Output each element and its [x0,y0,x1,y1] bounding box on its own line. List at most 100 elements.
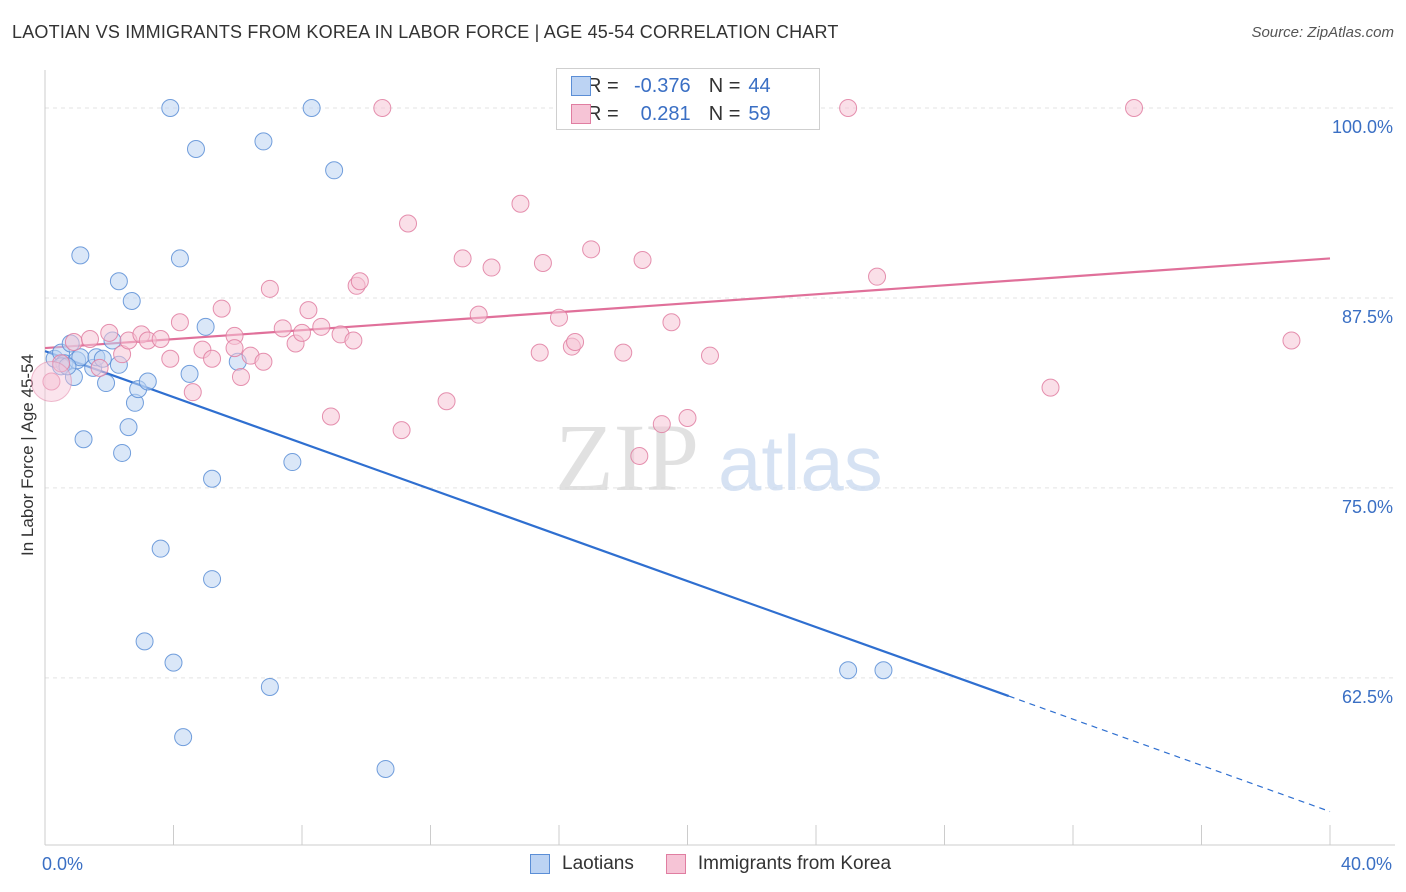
point-series1-3[interactable] [80,329,99,348]
legend-r-label: R = [587,74,619,97]
point-series1-10[interactable] [151,329,170,348]
point-series0-28[interactable] [71,246,90,265]
point-series1-46[interactable] [614,343,633,362]
point-series1-2[interactable] [64,333,83,352]
point-series1-56[interactable] [1125,98,1144,117]
point-series1-39[interactable] [511,194,530,213]
point-series1-4[interactable] [90,358,109,377]
point-series1-42[interactable] [550,308,568,327]
point-series1-33[interactable] [392,421,411,440]
point-series0-39[interactable] [113,443,132,462]
point-series0-34[interactable] [260,677,279,696]
point-series1-22[interactable] [273,319,292,338]
point-series1-36[interactable] [453,249,472,268]
y-tick-label-3: 62.5% [1342,687,1393,707]
point-series1-11[interactable] [161,349,180,368]
legend-item-laotians[interactable]: Laotians [530,853,634,875]
point-series1-37[interactable] [469,305,488,324]
legend-swatch-korea [665,854,686,874]
trend-line-series-0 [44,350,1010,698]
legend-swatch-laotians [571,76,591,96]
legend-row-korea: R = 0.281 N = 59 [571,101,771,127]
point-series1-0[interactable] [42,372,61,391]
y-tick-label-0: 100.0% [1332,117,1393,137]
point-series0-41[interactable] [839,661,858,680]
point-series1-51[interactable] [678,408,697,427]
point-series1-27[interactable] [321,407,340,426]
point-series1-54[interactable] [868,267,887,286]
legend-n-label: N = [708,74,741,97]
point-series0-30[interactable] [135,632,154,651]
point-series0-29[interactable] [109,272,128,291]
point-series0-35[interactable] [283,453,302,472]
tick-labels: 100.0% 87.5% 75.0% 62.5% 0.0% 40.0% [42,117,1393,874]
point-series0-25[interactable] [186,140,205,159]
point-series0-27[interactable] [203,469,222,488]
point-series0-33[interactable] [254,132,273,151]
point-series1-31[interactable] [350,272,369,291]
legend-swatch-laotians [530,854,550,874]
point-series1-40[interactable] [530,343,549,362]
point-series1-15[interactable] [203,349,222,368]
point-series1-24[interactable] [293,323,311,342]
point-series0-36[interactable] [302,98,321,117]
point-series1-12[interactable] [170,313,189,332]
y-tick-label-1: 87.5% [1342,307,1393,327]
point-series1-49[interactable] [652,415,671,434]
point-series1-34[interactable] [399,214,418,233]
point-series0-18[interactable] [138,372,157,391]
legend-n-label: N = [708,102,741,125]
x-tick-label-1: 40.0% [1341,854,1392,874]
source-credit: Source: ZipAtlas.com [1251,24,1394,41]
chart-title: LAOTIAN VS IMMIGRANTS FROM KOREA IN LABO… [12,22,839,42]
point-series0-31[interactable] [203,570,222,589]
point-series0-23[interactable] [174,728,193,747]
y-tick-label-2: 75.0% [1342,497,1393,517]
point-series1-35[interactable] [437,392,456,411]
point-series1-21[interactable] [260,279,279,298]
point-series0-20[interactable] [161,98,180,117]
point-series0-24[interactable] [180,364,199,383]
point-series0-15[interactable] [122,291,141,310]
point-series0-22[interactable] [170,249,189,268]
point-series1-29[interactable] [344,331,363,350]
legend-n-value-laotians: 44 [748,74,771,97]
point-series1-53[interactable] [839,98,858,117]
series-legend: Laotians Immigrants from Korea [530,852,923,876]
legend-r-value-laotians: -0.376 [633,74,691,97]
point-series0-42[interactable] [874,661,893,680]
data-points [30,98,1301,779]
point-series0-38[interactable] [376,760,395,779]
legend-swatch-korea [571,104,591,124]
point-series0-14[interactable] [119,418,138,437]
point-series0-37[interactable] [325,161,344,180]
point-series0-26[interactable] [196,317,215,336]
point-series0-19[interactable] [151,539,170,558]
point-series1-50[interactable] [662,313,681,332]
point-series1-57[interactable] [1282,331,1301,350]
correlation-legend: R = -0.376 N = 44 R = 0.281 N = 59 [556,68,820,130]
point-series0-21[interactable] [164,653,183,672]
point-series1-18[interactable] [231,367,250,386]
point-series1-41[interactable] [533,253,552,272]
point-series1-52[interactable] [700,346,719,365]
point-series1-58[interactable] [225,339,244,358]
point-series1-47[interactable] [630,446,649,465]
point-series1-20[interactable] [254,352,273,371]
point-series1-26[interactable] [312,317,331,336]
point-series1-38[interactable] [482,258,501,277]
point-series0-11[interactable] [97,374,116,393]
point-series1-13[interactable] [183,383,202,402]
point-series1-45[interactable] [582,240,601,259]
point-series1-5[interactable] [100,323,119,342]
legend-r-label: R = [587,102,619,125]
point-series0-7[interactable] [74,430,93,449]
trend-lines [44,257,1331,813]
legend-item-korea[interactable]: Immigrants from Korea [665,853,891,875]
point-series1-55[interactable] [1041,378,1060,397]
point-series1-44[interactable] [566,333,585,352]
point-series1-25[interactable] [299,301,318,320]
point-series1-48[interactable] [633,250,652,269]
point-series1-32[interactable] [373,98,392,117]
point-series1-16[interactable] [212,299,231,318]
